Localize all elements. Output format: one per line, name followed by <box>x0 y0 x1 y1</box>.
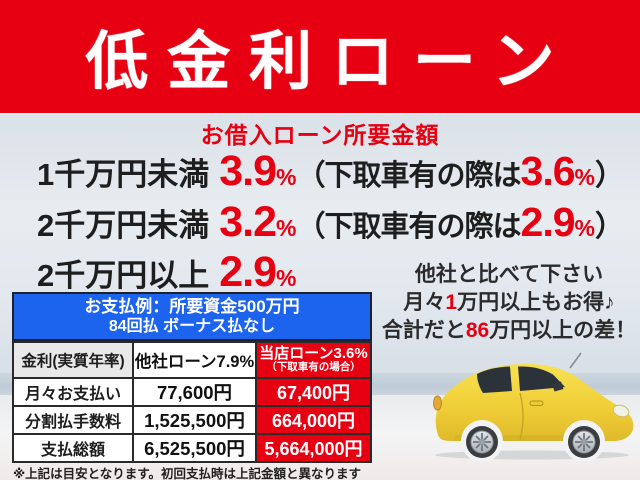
promo-line3: 合計だと86万円以上の差！ <box>380 317 638 345</box>
trade-in-percent-sign: % <box>574 215 595 241</box>
rate-percent-sign: % <box>276 215 297 241</box>
row-label: 支払総額 <box>12 433 134 463</box>
comparison-promo-text: 他社と比べて下さい 月々1万円以上もお得♪ 合計だと86万円以上の差！ <box>380 261 638 345</box>
rate-value: 3.9 <box>219 147 277 195</box>
rear-wheel <box>466 426 498 458</box>
paren-open: （ <box>296 160 325 192</box>
trade-in-note: 下取車有の際は <box>324 211 522 243</box>
payment-grid: 金利(実質年率) 他社ローン7.9% 当店ローン3.6% （下取車有の場合） 月… <box>12 341 372 463</box>
rate-value: 3.2 <box>219 198 277 246</box>
col-header-other-loan: 他社ローン7.9% <box>132 341 257 379</box>
row-label: 月々お支払い <box>12 377 134 407</box>
our-loan-rate: 当店ローン3.6% <box>259 344 368 362</box>
front-wheel <box>568 426 600 458</box>
trade-in-percent-sign: % <box>574 164 595 190</box>
paren-open: （ <box>296 211 325 243</box>
table-footnote: ※上記は目安となります。初回支払時は上記金額と異なります <box>13 467 362 480</box>
other-loan-value: 1,525,500円 <box>132 405 257 435</box>
col-header-our-loan: 当店ローン3.6% （下取車有の場合） <box>255 341 372 379</box>
rate-line-under-20m: 2千万円未満 3.2 % （ 下取車有の際は 2.9 % ） <box>37 198 624 247</box>
trade-in-rate: 3.6 <box>520 148 576 194</box>
promo-line2-pre: 月々 <box>403 291 446 314</box>
payment-header-line1: お支払例：所要資金500万円 <box>84 296 300 316</box>
other-loan-value: 6,525,500円 <box>132 433 257 463</box>
page-title: 低金利ローン <box>85 27 574 97</box>
trade-in-note: 下取車有の際は <box>324 160 522 192</box>
table-row-total: 支払総額 6,525,500円 5,664,000円 <box>12 433 372 463</box>
our-loan-condition: （下取車有の場合） <box>266 361 361 374</box>
table-column-header-row: 金利(実質年率) 他社ローン7.9% 当店ローン3.6% （下取車有の場合） <box>12 341 372 379</box>
car-illustration <box>433 352 634 462</box>
rate-label: 1千万円未満 <box>37 157 210 192</box>
title-banner: 低金利ローン <box>0 0 640 115</box>
trade-in-rate: 2.9 <box>520 199 576 245</box>
rate-percent-sign: % <box>276 265 297 291</box>
our-loan-value: 5,664,000円 <box>255 433 372 463</box>
rate-line-under-10m: 1千万円未満 3.9 % （ 下取車有の際は 3.6 % ） <box>37 147 624 196</box>
rate-label: 2千万円以上 <box>37 258 210 293</box>
subtitle-loan-amount: お借入ローン所要金額 <box>200 122 440 148</box>
table-row-monthly: 月々お支払い 77,600円 67,400円 <box>12 377 372 407</box>
other-loan-value: 77,600円 <box>132 377 257 407</box>
table-row-installment-fee: 分割払手数料 1,525,500円 664,000円 <box>12 405 372 435</box>
promo-line2-post: 万円以上もお得♪ <box>457 291 615 314</box>
promo-line3-highlight: 86 <box>465 319 490 342</box>
our-loan-value: 664,000円 <box>255 405 372 435</box>
payment-table-header: お支払例：所要資金500万円 84回払 ボーナス払なし <box>12 292 372 341</box>
rate-value: 2.9 <box>219 248 277 296</box>
col-header-rate: 金利(実質年率) <box>12 341 134 379</box>
payment-example-table: お支払例：所要資金500万円 84回払 ボーナス払なし 金利(実質年率) 他社ロ… <box>12 292 372 463</box>
yellow-car-image <box>424 351 640 462</box>
rate-line-over-20m: 2千万円以上 2.9 % <box>37 248 296 297</box>
promo-line3-post: 万円以上の差！ <box>489 319 637 342</box>
rate-percent-sign: % <box>276 164 297 190</box>
row-label: 分割払手数料 <box>12 405 134 435</box>
our-loan-value: 67,400円 <box>255 377 372 407</box>
promo-line2: 月々1万円以上もお得♪ <box>380 289 638 317</box>
promo-line2-highlight: 1 <box>445 291 458 314</box>
paren-close: ） <box>594 211 624 243</box>
payment-header-line2: 84回払 ボーナス払なし <box>108 318 276 336</box>
promo-line1: 他社と比べて下さい <box>414 263 604 286</box>
rate-label: 2千万円未満 <box>37 208 210 243</box>
paren-close: ） <box>594 160 624 192</box>
promo-line3-pre: 合計だと <box>381 319 466 342</box>
